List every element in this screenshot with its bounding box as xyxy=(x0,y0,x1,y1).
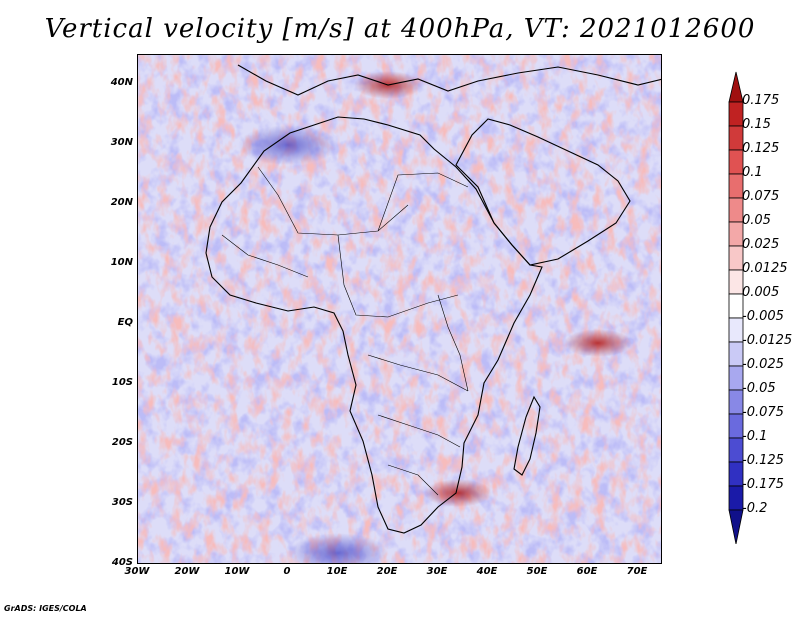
colorbar-level-label: -0.025 xyxy=(742,357,784,372)
europe-coastline xyxy=(237,64,661,96)
velocity-map xyxy=(138,55,661,563)
colorbar-level-label: -0.2 xyxy=(742,501,768,516)
madagascar-coastline xyxy=(513,395,541,476)
coastlines xyxy=(205,64,661,534)
colorbar-level-label: -0.05 xyxy=(742,381,776,396)
colorbar-swatch xyxy=(728,245,744,271)
colorbar-swatch xyxy=(728,269,744,295)
descent-zone xyxy=(288,533,388,563)
colorbar-swatch xyxy=(728,389,744,415)
ascent-zone xyxy=(564,329,632,357)
colorbar-level-label: 0.005 xyxy=(742,285,780,300)
lon-tick-label: 30W xyxy=(124,566,150,577)
colorbar-swatch xyxy=(728,461,744,487)
colorbar-swatch xyxy=(728,101,744,127)
colorbar-swatch xyxy=(728,341,744,367)
colorbar-level-label: 0.1 xyxy=(742,165,763,180)
descent-zone xyxy=(238,125,338,165)
lon-tick-label: 10E xyxy=(326,566,348,577)
map-title: Vertical velocity [m/s] at 400hPa, VT: 2… xyxy=(44,14,756,44)
colorbar-swatch xyxy=(728,221,744,247)
lat-tick-label: 40N xyxy=(110,77,133,88)
colorbar-swatch xyxy=(728,173,744,199)
colorbar-swatch xyxy=(728,365,744,391)
colorbar-level-label: 0.025 xyxy=(742,237,780,252)
country-borders xyxy=(221,166,469,496)
lat-tick-label: 30N xyxy=(110,137,133,148)
lon-tick-label: 0 xyxy=(283,566,291,577)
lat-tick-label: 20N xyxy=(110,197,133,208)
footer-credit: GrADS: IGES/COLA xyxy=(4,604,87,613)
colorbar-level-label: -0.075 xyxy=(742,405,784,420)
colorbar-swatch xyxy=(728,437,744,463)
colorbar-swatch xyxy=(728,197,744,223)
colorbar-level-label: -0.005 xyxy=(742,309,784,324)
lat-tick-label: 10S xyxy=(111,377,133,388)
lat-tick-label: 30S xyxy=(111,497,133,508)
lon-tick-label: 70E xyxy=(626,566,648,577)
lat-tick-label: 10N xyxy=(110,257,133,268)
colorbar-swatch xyxy=(728,317,744,343)
feature-layer xyxy=(238,71,632,563)
colorbar-level-label: 0.0125 xyxy=(742,261,788,276)
map-panel xyxy=(137,54,662,564)
lon-tick-label: 40E xyxy=(476,566,498,577)
lon-tick-label: 60E xyxy=(576,566,598,577)
colorbar-swatch xyxy=(728,413,744,439)
colorbar-level-label: 0.075 xyxy=(742,189,780,204)
ascent-zone xyxy=(424,479,492,507)
colorbar-level-label: 0.05 xyxy=(742,213,771,228)
colorbar-level-label: 0.175 xyxy=(742,93,780,108)
lon-tick-label: 20E xyxy=(376,566,398,577)
lon-tick-label: 50E xyxy=(526,566,548,577)
lat-tick-label: 40S xyxy=(111,557,133,568)
lat-tick-label: EQ xyxy=(117,317,133,328)
lat-tick-label: 20S xyxy=(111,437,133,448)
colorbar-level-label: -0.125 xyxy=(742,453,784,468)
colorbar-level-label: -0.175 xyxy=(742,477,784,492)
colorbar-swatch xyxy=(728,293,744,319)
colorbar xyxy=(728,71,744,544)
colorbar-level-label: 0.15 xyxy=(742,117,771,132)
lon-tick-label: 30E xyxy=(426,566,448,577)
colorbar-swatch xyxy=(728,125,744,151)
colorbar-swatch xyxy=(728,485,744,511)
lon-tick-label: 20W xyxy=(174,566,200,577)
colorbar-swatch xyxy=(728,509,744,544)
field-texture xyxy=(138,55,661,563)
colorbar-level-label: -0.0125 xyxy=(742,333,793,348)
colorbar-swatch xyxy=(728,149,744,175)
colorbar-level-label: -0.1 xyxy=(742,429,768,444)
colorbar-level-label: 0.125 xyxy=(742,141,780,156)
colorbar-swatch xyxy=(728,71,744,103)
arabia-coastline xyxy=(455,118,631,266)
lon-tick-label: 10W xyxy=(224,566,250,577)
africa-coastline xyxy=(205,116,543,534)
